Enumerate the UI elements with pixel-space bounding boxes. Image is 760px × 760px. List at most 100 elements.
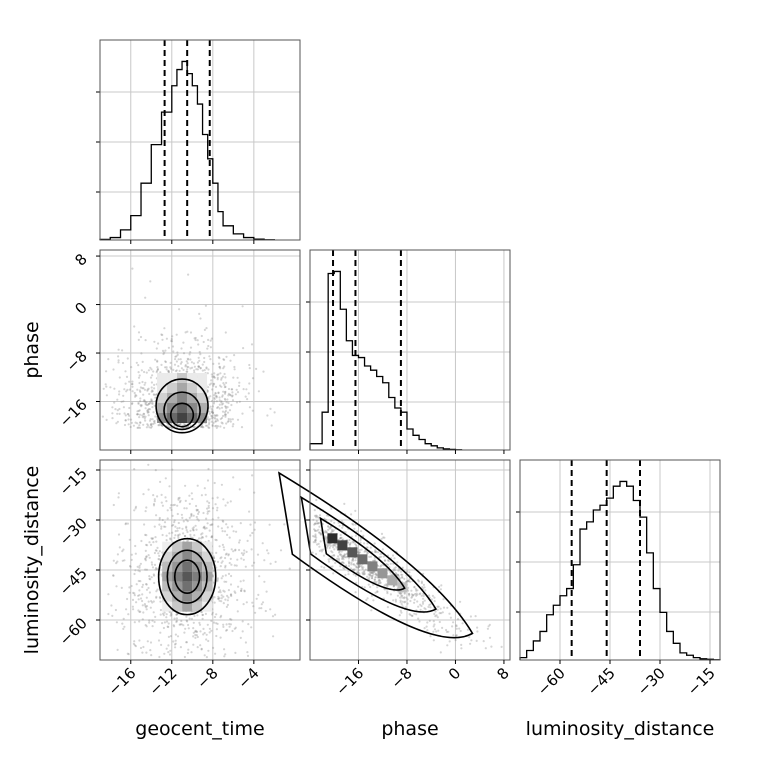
scatter-point xyxy=(192,643,195,646)
scatter-point xyxy=(190,513,193,517)
scatter-point xyxy=(474,615,477,618)
scatter-point xyxy=(361,571,364,574)
scatter-point xyxy=(210,619,213,623)
scatter-point xyxy=(186,530,189,534)
scatter-point xyxy=(144,401,147,404)
scatter-point xyxy=(241,412,244,415)
scatter-point xyxy=(177,358,180,361)
scatter-point xyxy=(167,635,170,639)
scatter-point xyxy=(240,426,244,429)
scatter-point xyxy=(313,523,316,526)
scatter-point xyxy=(175,617,178,620)
scatter-point xyxy=(122,548,125,551)
scatter-point xyxy=(165,368,168,371)
scatter-point xyxy=(137,594,140,597)
scatter-point xyxy=(220,403,224,406)
scatter-point xyxy=(139,404,142,407)
scatter-point xyxy=(141,414,144,417)
scatter-point xyxy=(169,366,172,369)
scatter-point xyxy=(243,590,246,593)
scatter-point xyxy=(319,540,322,543)
scatter-point xyxy=(125,390,128,393)
scatter-point xyxy=(195,630,199,634)
scatter-point xyxy=(225,605,228,609)
scatter-point xyxy=(445,630,448,634)
scatter-point xyxy=(363,571,366,574)
scatter-point xyxy=(373,550,376,554)
scatter-point xyxy=(446,644,449,647)
scatter-point xyxy=(246,398,249,401)
scatter-point xyxy=(200,424,203,428)
scatter-point xyxy=(212,569,215,573)
scatter-point xyxy=(151,619,154,622)
scatter-point xyxy=(330,507,333,510)
scatter-point xyxy=(211,415,214,418)
scatter-point xyxy=(141,618,144,621)
scatter-point xyxy=(196,339,199,342)
scatter-point xyxy=(205,535,208,538)
scatter-point xyxy=(217,597,220,600)
scatter-point xyxy=(186,362,189,365)
scatter-point xyxy=(146,389,149,392)
scatter-point xyxy=(215,634,218,638)
density-cell xyxy=(157,393,168,403)
scatter-point xyxy=(341,561,344,564)
scatter-point xyxy=(158,655,161,659)
scatter-point xyxy=(226,603,229,607)
scatter-point xyxy=(164,349,167,352)
scatter-point xyxy=(113,401,116,404)
scatter-point xyxy=(147,414,150,417)
scatter-point xyxy=(164,366,167,369)
scatter-point xyxy=(269,608,272,611)
scatter-point xyxy=(144,339,147,342)
scatter-point xyxy=(227,392,230,395)
scatter-point xyxy=(227,394,230,397)
density-cell xyxy=(182,601,193,612)
scatter-point xyxy=(351,559,354,562)
scatter-point xyxy=(150,576,153,579)
scatter-point xyxy=(132,608,135,611)
scatter-point xyxy=(202,627,205,631)
scatter-point xyxy=(203,526,206,529)
scatter-point xyxy=(235,388,238,391)
scatter-point xyxy=(167,622,170,625)
scatter-point xyxy=(239,636,242,640)
scatter-point xyxy=(415,594,418,597)
scatter-point xyxy=(214,538,217,541)
scatter-point xyxy=(171,531,174,534)
contour-line xyxy=(173,559,201,594)
scatter-point xyxy=(360,564,363,568)
scatter-point xyxy=(220,597,223,600)
scatter-point xyxy=(147,411,150,414)
scatter-point xyxy=(417,580,420,583)
scatter-point xyxy=(422,597,425,600)
scatter-point xyxy=(267,552,270,555)
scatter-point xyxy=(236,598,239,602)
scatter-point xyxy=(198,312,201,315)
density-cell xyxy=(172,591,183,602)
scatter-point xyxy=(373,578,376,581)
scatter-point xyxy=(194,636,197,640)
scatter-point xyxy=(168,653,172,656)
scatter-point xyxy=(170,340,174,343)
scatter-point xyxy=(216,425,220,428)
scatter-point xyxy=(145,534,148,537)
scatter-point xyxy=(222,358,225,361)
scatter-point xyxy=(137,401,140,404)
scatter-point xyxy=(224,385,227,388)
scatter-point xyxy=(226,501,229,504)
scatter-point xyxy=(311,551,314,554)
scatter-point xyxy=(187,366,190,369)
scatter-point xyxy=(135,601,138,604)
scatter-point xyxy=(314,541,317,544)
scatter-point xyxy=(213,398,216,401)
scatter-point xyxy=(146,423,149,426)
scatter-point xyxy=(141,599,144,603)
scatter-point xyxy=(147,600,150,603)
scatter-point xyxy=(182,352,186,355)
scatter-point xyxy=(217,406,220,409)
scatter-point xyxy=(211,518,214,521)
scatter-point xyxy=(207,423,211,426)
scatter-point xyxy=(317,516,320,519)
scatter-point xyxy=(253,491,256,494)
